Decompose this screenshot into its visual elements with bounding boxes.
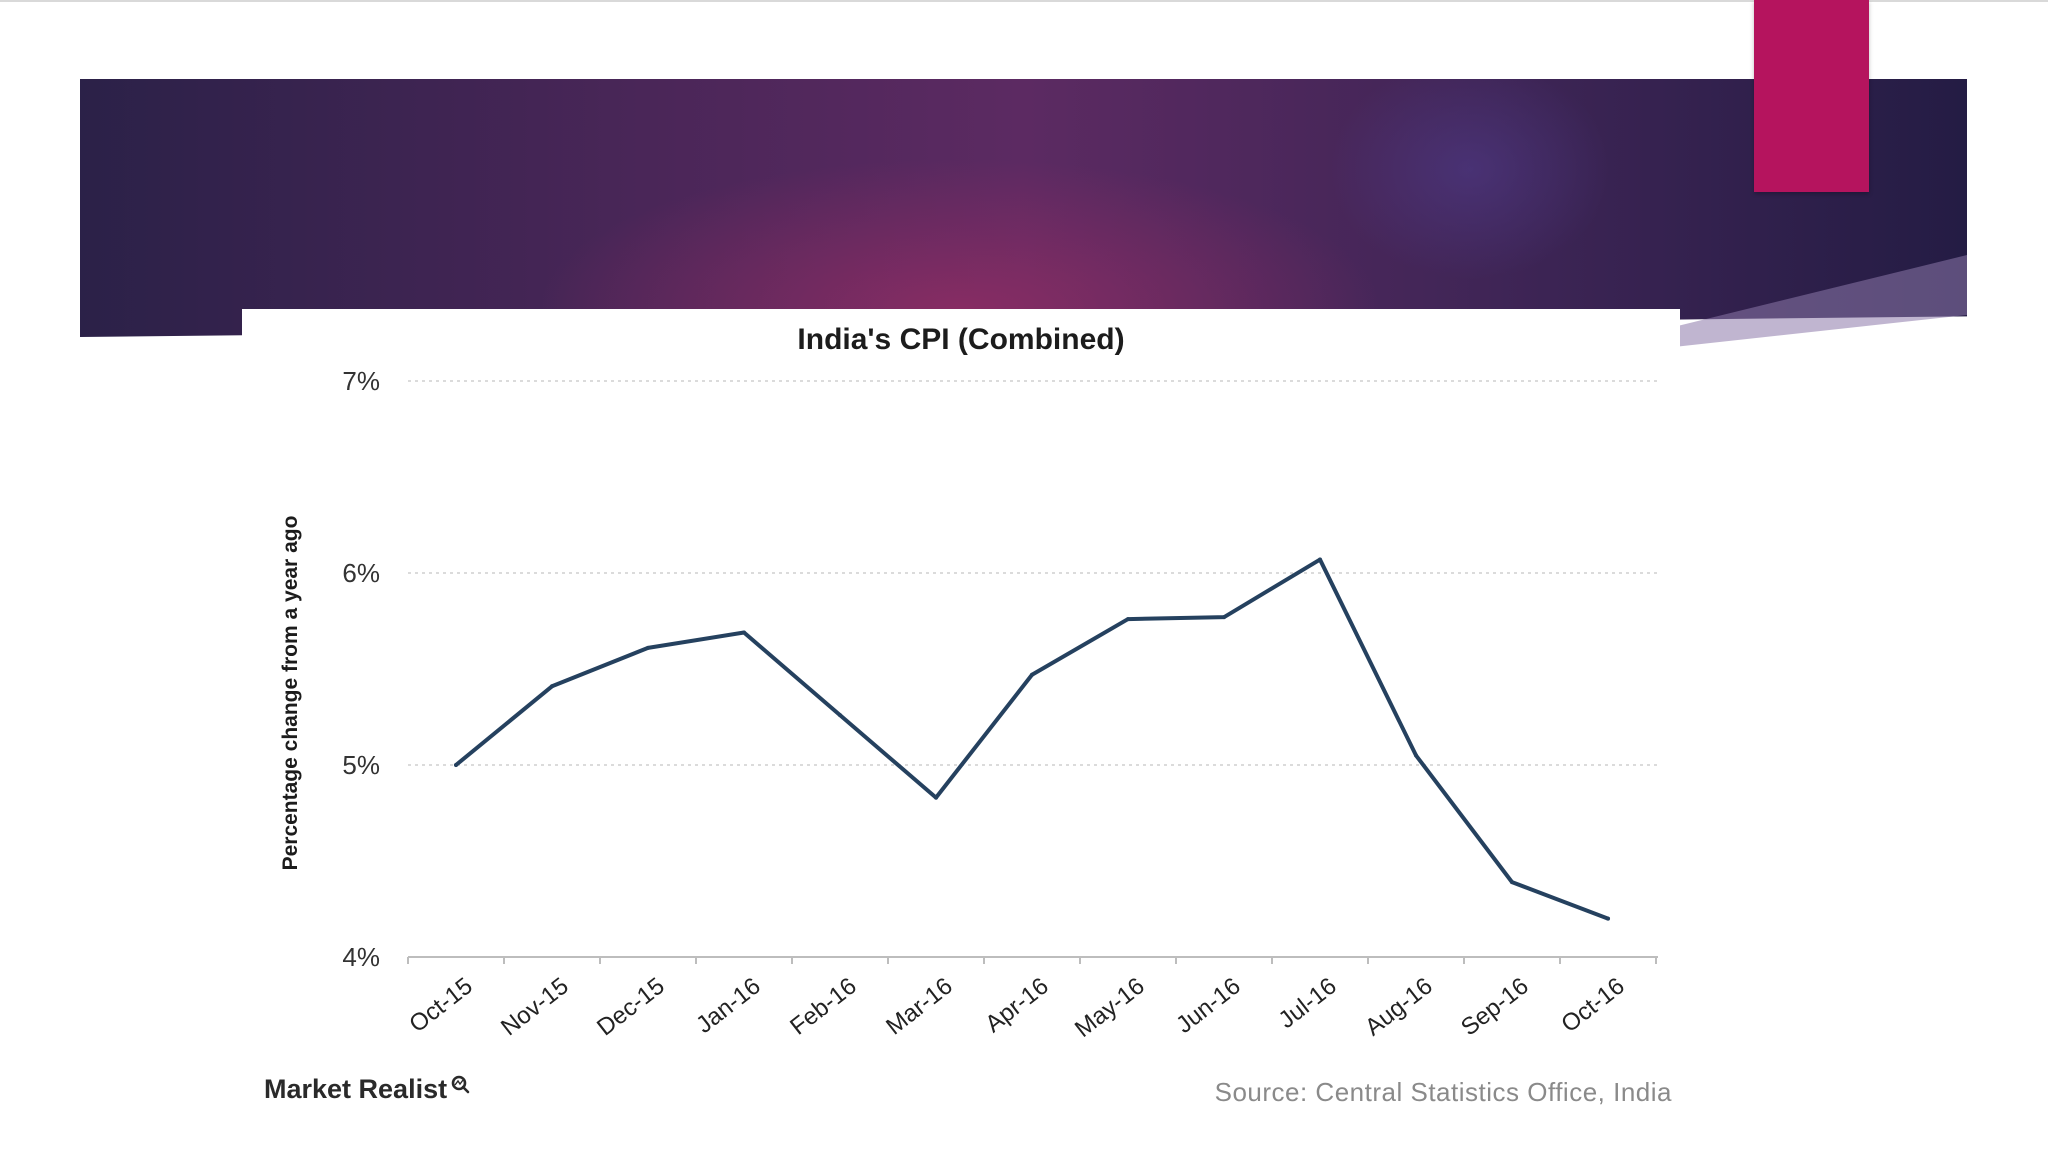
data-point [454, 763, 458, 767]
y-tick-label: 7% [342, 366, 380, 396]
y-axis-label: Percentage change from a year ago [279, 516, 302, 871]
data-point [1318, 557, 1322, 562]
x-tick-label: Aug-16 [1360, 972, 1438, 1041]
data-point [934, 795, 938, 800]
data-point [1222, 615, 1226, 620]
x-tick-label: Apr-16 [980, 972, 1053, 1038]
data-point [1126, 617, 1130, 622]
data-point [1606, 916, 1610, 921]
x-tick-label: Nov-15 [496, 972, 574, 1041]
magnifier-icon [449, 1074, 473, 1105]
accent-tab [1754, 0, 1869, 192]
x-tick-label: Oct-15 [404, 972, 477, 1038]
x-tick-label: May-16 [1070, 972, 1150, 1043]
top-border [0, 0, 2048, 2]
data-point [742, 630, 746, 635]
data-point [550, 684, 554, 689]
brand-name: Market Realist [264, 1074, 448, 1104]
series-line [454, 557, 1610, 921]
y-tick-label: 6% [342, 558, 380, 588]
cpi-line-chart: 4% 5% 6% 7% Oct-15 Nov-15 Dec-15 Jan-16 Feb-16 Ma… [279, 366, 1658, 1043]
chart-title: India's CPI (Combined) [797, 323, 1125, 356]
y-tick-label: 4% [342, 942, 380, 972]
x-tick-label: Sep-16 [1456, 972, 1534, 1041]
chart-card: India's CPI (Combined) 4% 5% 6% 7% Oct-15 Nov… [242, 309, 1680, 1152]
x-tick-label: Feb-16 [785, 972, 862, 1040]
brand-logo: Market Realist [264, 1074, 473, 1105]
data-point [1414, 753, 1418, 758]
y-tick-label: 5% [342, 750, 380, 780]
x-tick-label: Mar-16 [881, 972, 958, 1040]
data-point [1030, 672, 1034, 677]
axis-layer: 4% 5% 6% 7% Oct-15 Nov-15 Dec-15 Jan-16 Feb-16 Ma… [342, 366, 1658, 1043]
source-note: Source: Central Statistics Office, India [1214, 1077, 1672, 1107]
x-tick-label: Dec-15 [592, 972, 670, 1041]
x-tick-label: Jun-16 [1171, 972, 1245, 1038]
data-point [646, 645, 650, 650]
x-tick-label: Jan-16 [691, 972, 765, 1038]
x-tick-label: Jul-16 [1274, 972, 1342, 1034]
data-point [1510, 880, 1514, 885]
x-tick-label: Oct-16 [1556, 972, 1629, 1038]
data-point [838, 713, 842, 718]
grid-layer [408, 380, 1658, 766]
slide-banner [80, 79, 1967, 337]
series-layer [454, 557, 1610, 921]
